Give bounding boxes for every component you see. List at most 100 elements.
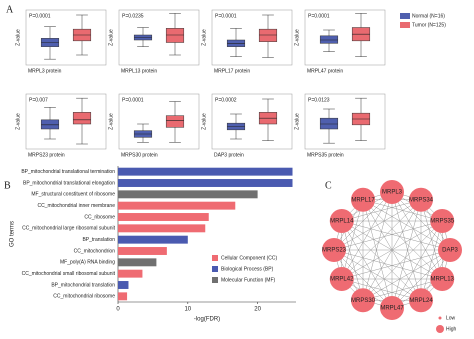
plot-frame — [211, 93, 293, 150]
edge — [341, 199, 422, 280]
legend-label: High — [446, 326, 457, 332]
p-value: P=0.0001 — [215, 13, 237, 19]
legend-label: Molecular Function (MF) — [221, 277, 276, 283]
y-label: Z-value — [294, 29, 300, 46]
bar — [118, 190, 258, 199]
x-label: MRPS35 protein — [307, 152, 344, 158]
x-label: MRPS30 protein — [121, 152, 158, 158]
box — [40, 119, 60, 130]
edge — [333, 249, 443, 280]
p-value: P=0.0001 — [122, 97, 144, 103]
y-label: Z-value — [108, 113, 114, 130]
node — [409, 288, 433, 313]
y-tick-label: CC_mitochondrial small ribosomal subunit — [22, 271, 116, 277]
box — [258, 28, 278, 42]
y-label: Z-value — [15, 29, 21, 46]
node-label: MRPS34 — [409, 197, 434, 203]
y-tick-label: BP_mitochondrial translational elongatio… — [23, 180, 115, 186]
plot-frame — [118, 9, 200, 66]
node-label: DAP3 — [442, 248, 458, 254]
y-tick-label: BP_translation — [82, 237, 115, 243]
node — [380, 296, 404, 320]
y-label: Z-value — [201, 29, 207, 46]
node-label: MRPL13 — [431, 277, 455, 283]
p-value: P=0.0123 — [308, 97, 330, 103]
edge — [341, 249, 451, 280]
box — [165, 115, 185, 128]
edge — [333, 220, 443, 251]
node-label: MRPL14 — [330, 219, 354, 225]
y-tick-label: BP_mitochondrial translation — [51, 282, 115, 288]
node-label: MRPL17 — [351, 197, 375, 203]
legend-swatch — [212, 266, 218, 272]
y-tick-label: MF_structural constituent of ribosome — [31, 192, 115, 198]
bar — [118, 235, 188, 244]
y-label: Z-value — [201, 113, 207, 130]
edge — [362, 199, 393, 309]
y-tick-label: CC_mitochondrial ribosome — [53, 294, 115, 300]
plot-frame — [304, 9, 386, 66]
plot-frame — [211, 9, 293, 66]
box — [72, 112, 92, 125]
panel-label: A — [6, 4, 14, 15]
node — [322, 238, 346, 262]
y-label: Z-value — [15, 113, 21, 130]
x-label: DAP3 protein — [214, 152, 244, 158]
edge — [391, 199, 422, 309]
legend-label: Biological Process (BP) — [221, 266, 274, 272]
legend-swatch — [400, 22, 410, 28]
edge — [341, 220, 451, 251]
legend-label: Cellular Component (CC) — [221, 255, 277, 261]
node-label: MRPS30 — [351, 298, 376, 304]
node — [409, 187, 433, 212]
node — [329, 267, 354, 291]
edge — [362, 220, 443, 301]
bar — [118, 201, 236, 210]
legend-swatch — [212, 277, 218, 283]
edge — [362, 191, 393, 301]
node-label: MRPL3 — [382, 190, 403, 196]
y-tick-label: CC_mitochondrion — [74, 248, 116, 254]
x-label: MRPL13 protein — [121, 68, 157, 74]
p-value: P=0.0235 — [122, 13, 144, 19]
legend-dot — [438, 316, 442, 320]
node — [351, 288, 375, 313]
legend-label: Tumor (N=125) — [412, 22, 446, 28]
bar — [118, 224, 206, 233]
node — [430, 267, 455, 291]
edge — [362, 199, 443, 222]
bar — [118, 292, 128, 301]
edge — [362, 199, 443, 280]
y-tick-label: MF_poly(A) RNA binding — [60, 260, 115, 266]
p-value: P=0.0001 — [29, 13, 51, 19]
edge — [341, 220, 422, 301]
legend-label: Low — [446, 315, 456, 321]
x-label: MRPL47 protein — [307, 68, 343, 74]
legend-swatch — [212, 255, 218, 261]
box — [319, 35, 339, 44]
node — [438, 238, 462, 262]
x-tick-label: 10 — [184, 307, 191, 313]
x-tick-label: 20 — [254, 307, 261, 313]
bar — [118, 167, 293, 176]
y-label: Z-value — [294, 113, 300, 130]
node-label: MRPS23 — [322, 248, 347, 254]
bar — [118, 179, 293, 187]
x-label: MRPL17 protein — [214, 68, 250, 74]
bar — [118, 281, 129, 289]
x-label: MRPL3 protein — [28, 68, 62, 74]
plot-frame — [25, 9, 107, 66]
x-tick-label: 0 — [116, 307, 120, 313]
p-value: P=0.0002 — [215, 97, 237, 103]
p-value: P=0.007 — [29, 97, 48, 103]
edge — [333, 249, 422, 301]
node-label: MRPL24 — [409, 298, 433, 304]
node-label: MRPL42 — [330, 277, 354, 283]
node — [430, 209, 455, 233]
panel-label: B — [4, 180, 11, 191]
bar — [118, 247, 167, 255]
node-label: MRPL47 — [380, 306, 404, 312]
bar — [118, 258, 157, 267]
edge — [341, 220, 364, 301]
